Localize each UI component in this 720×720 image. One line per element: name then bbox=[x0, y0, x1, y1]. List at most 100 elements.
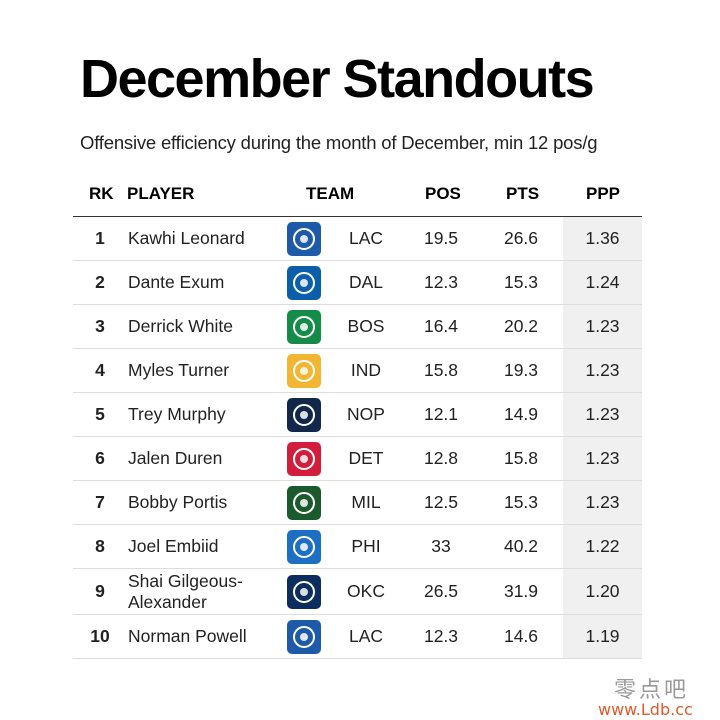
pos-cell: 26.5 bbox=[423, 581, 459, 601]
team-cell: LAC bbox=[348, 626, 384, 646]
pistons-logo-icon bbox=[287, 441, 321, 476]
player-name-cell: Shai Gilgeous-Alexander bbox=[128, 570, 243, 612]
header-player: PLAYER bbox=[127, 184, 195, 203]
header-rk: RK bbox=[89, 184, 114, 203]
team-cell: OKC bbox=[347, 581, 385, 601]
pos-cell: 19.5 bbox=[423, 228, 459, 248]
header-team: TEAM bbox=[306, 184, 355, 203]
team-cell: PHI bbox=[351, 536, 381, 556]
ppp-cell: 1.23 bbox=[563, 305, 642, 348]
pts-cell: 20.2 bbox=[503, 316, 539, 336]
bucks-logo-icon bbox=[287, 485, 321, 520]
ppp-cell: 1.19 bbox=[563, 615, 642, 658]
ppp-cell: 1.23 bbox=[563, 481, 642, 524]
pos-cell: 16.4 bbox=[423, 316, 459, 336]
page-title: December Standouts bbox=[80, 49, 595, 109]
team-cell: MIL bbox=[351, 492, 381, 512]
pts-cell: 15.8 bbox=[503, 448, 539, 468]
table-row: 10 Norman Powell LAC 12.3 14.6 1.19 bbox=[73, 615, 642, 659]
pacers-logo-icon bbox=[287, 353, 321, 388]
player-name-cell: Norman Powell bbox=[128, 626, 247, 646]
team-logo-cell bbox=[286, 349, 322, 392]
pos-cell: 12.8 bbox=[423, 448, 459, 468]
header-pos: POS bbox=[425, 184, 461, 203]
rank-cell: 6 bbox=[95, 448, 105, 468]
team-logo-cell bbox=[286, 437, 322, 480]
team-logo-cell bbox=[286, 481, 322, 524]
table-row: 2 Dante Exum DAL 12.3 15.3 1.24 bbox=[73, 261, 642, 305]
pts-cell: 26.6 bbox=[503, 228, 539, 248]
rank-cell: 3 bbox=[95, 316, 105, 336]
table-row: 6 Jalen Duren DET 12.8 15.8 1.23 bbox=[73, 437, 642, 481]
team-logo-cell bbox=[286, 305, 322, 348]
ppp-cell: 1.24 bbox=[563, 261, 642, 304]
rank-cell: 1 bbox=[95, 228, 105, 248]
team-logo-cell bbox=[286, 525, 322, 568]
team-cell: DET bbox=[348, 448, 384, 468]
rank-cell: 7 bbox=[95, 492, 105, 512]
player-name-cell: Kawhi Leonard bbox=[128, 228, 245, 248]
table-row: 8 Joel Embiid PHI 33 40.2 1.22 bbox=[73, 525, 642, 569]
team-cell: LAC bbox=[348, 228, 384, 248]
pos-cell: 33 bbox=[431, 536, 451, 556]
team-cell: IND bbox=[350, 360, 382, 380]
ppp-cell: 1.36 bbox=[563, 217, 642, 260]
table-row: 1 Kawhi Leonard LAC 19.5 26.6 1.36 bbox=[73, 217, 642, 261]
player-name-cell: Joel Embiid bbox=[128, 536, 219, 556]
table-row: 7 Bobby Portis MIL 12.5 15.3 1.23 bbox=[73, 481, 642, 525]
rank-cell: 10 bbox=[90, 626, 110, 646]
ppp-cell: 1.20 bbox=[563, 569, 642, 614]
team-cell: BOS bbox=[347, 316, 385, 336]
table-header: RK PLAYER TEAM POS PTS PPP bbox=[73, 172, 642, 217]
pelicans-logo-icon bbox=[287, 397, 321, 432]
rank-cell: 5 bbox=[95, 404, 105, 424]
pos-cell: 15.8 bbox=[423, 360, 459, 380]
pts-cell: 40.2 bbox=[503, 536, 539, 556]
pts-cell: 15.3 bbox=[503, 272, 539, 292]
pos-cell: 12.1 bbox=[423, 404, 459, 424]
pts-cell: 19.3 bbox=[503, 360, 539, 380]
pos-cell: 12.3 bbox=[423, 272, 459, 292]
team-logo-cell bbox=[286, 615, 322, 658]
table-row: 3 Derrick White BOS 16.4 20.2 1.23 bbox=[73, 305, 642, 349]
pts-cell: 15.3 bbox=[503, 492, 539, 512]
pts-cell: 14.6 bbox=[503, 626, 539, 646]
rank-cell: 8 bbox=[95, 536, 105, 556]
team-cell: NOP bbox=[347, 404, 385, 424]
ppp-cell: 1.23 bbox=[563, 393, 642, 436]
standouts-table: RK PLAYER TEAM POS PTS PPP 1 Kawhi Leonar… bbox=[73, 172, 642, 659]
player-name-cell: Dante Exum bbox=[128, 272, 225, 292]
table-row: 9 Shai Gilgeous-Alexander OKC 26.5 31.9 1.20 bbox=[73, 569, 642, 615]
subtitle: Offensive efficiency during the month of… bbox=[80, 132, 598, 153]
team-logo-cell bbox=[286, 217, 322, 260]
team-logo-cell bbox=[286, 261, 322, 304]
pts-cell: 14.9 bbox=[503, 404, 539, 424]
player-name-cell: Jalen Duren bbox=[128, 448, 223, 468]
mavericks-logo-icon bbox=[287, 265, 321, 300]
76ers-logo-icon bbox=[287, 529, 321, 564]
watermark-chinese: 零点吧 bbox=[614, 678, 690, 703]
team-cell: DAL bbox=[348, 272, 384, 292]
table-row: 4 Myles Turner IND 15.8 19.3 1.23 bbox=[73, 349, 642, 393]
clippers-logo-icon bbox=[287, 221, 321, 256]
pos-cell: 12.5 bbox=[423, 492, 459, 512]
header-pts: PTS bbox=[506, 184, 540, 203]
clippers-logo-icon bbox=[287, 619, 321, 654]
ppp-cell: 1.23 bbox=[563, 349, 642, 392]
ppp-cell: 1.23 bbox=[563, 437, 642, 480]
pos-cell: 12.3 bbox=[423, 626, 459, 646]
player-name-cell: Bobby Portis bbox=[128, 492, 228, 512]
player-name-cell: Myles Turner bbox=[128, 360, 230, 380]
team-logo-cell bbox=[286, 393, 322, 436]
rank-cell: 9 bbox=[95, 581, 105, 601]
player-name-cell: Derrick White bbox=[128, 316, 234, 336]
table-body: 1 Kawhi Leonard LAC 19.5 26.6 1.36 2 Dante Exum… bbox=[73, 217, 642, 659]
player-name-cell: Trey Murphy bbox=[128, 404, 226, 424]
celtics-logo-icon bbox=[287, 309, 321, 344]
watermark-url: www.Ldb.cc bbox=[598, 700, 693, 719]
pts-cell: 31.9 bbox=[503, 581, 539, 601]
rank-cell: 4 bbox=[95, 360, 105, 380]
team-logo-cell bbox=[286, 569, 322, 614]
rank-cell: 2 bbox=[95, 272, 105, 292]
table-row: 5 Trey Murphy NOP 12.1 14.9 1.23 bbox=[73, 393, 642, 437]
